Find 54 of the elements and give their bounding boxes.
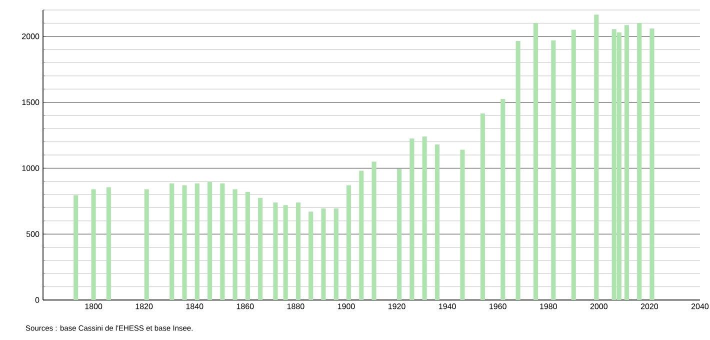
bar (220, 183, 225, 300)
bar (91, 189, 96, 300)
bar (74, 195, 78, 300)
bar (624, 25, 629, 300)
y-tick-label: 2000 (22, 34, 40, 40)
x-tick-label: 2000 (590, 304, 608, 310)
bar (232, 189, 238, 300)
x-tick-label: 1880 (287, 304, 304, 310)
x-tick-label: 1920 (388, 304, 406, 310)
bar (182, 185, 187, 300)
y-tick-label: 0 (35, 297, 40, 303)
bar (273, 202, 278, 300)
bar (308, 212, 314, 300)
bar (144, 189, 149, 300)
x-tick-label: 1900 (338, 304, 355, 310)
x-tick-label: 1940 (439, 304, 456, 310)
bar (533, 23, 538, 300)
bar (334, 208, 338, 300)
bar (245, 192, 250, 300)
bar (551, 40, 556, 300)
bar (258, 198, 263, 300)
bar (397, 168, 402, 300)
bar (650, 28, 654, 300)
bar (208, 182, 212, 300)
x-tick-label: 1960 (490, 304, 506, 310)
bar (283, 205, 288, 300)
x-tick-label: 2020 (640, 304, 658, 310)
x-tick-label: 1820 (136, 304, 153, 310)
bar (500, 98, 506, 300)
bar (480, 113, 485, 300)
bar (170, 183, 174, 300)
bar (637, 23, 642, 300)
bar (434, 144, 440, 300)
bar (422, 136, 427, 300)
x-tick-label: 1860 (236, 304, 254, 310)
y-tick-label: 1000 (22, 165, 40, 172)
x-tick-label: 2040 (692, 304, 709, 310)
bar (296, 202, 300, 300)
bar (516, 40, 520, 300)
bar (594, 14, 599, 300)
bar (372, 162, 376, 300)
bar (460, 150, 465, 300)
bar (106, 187, 111, 300)
x-tick-label: 1800 (85, 304, 102, 310)
x-tick-label: 1980 (540, 304, 557, 310)
bar (571, 30, 576, 300)
y-tick-label: 500 (26, 231, 40, 237)
bar (321, 208, 326, 300)
x-tick-label: 1840 (186, 304, 204, 310)
bar (410, 138, 414, 300)
bar (359, 170, 364, 300)
bar (346, 185, 352, 300)
bar (194, 183, 200, 300)
y-tick-label: 1500 (22, 99, 40, 106)
